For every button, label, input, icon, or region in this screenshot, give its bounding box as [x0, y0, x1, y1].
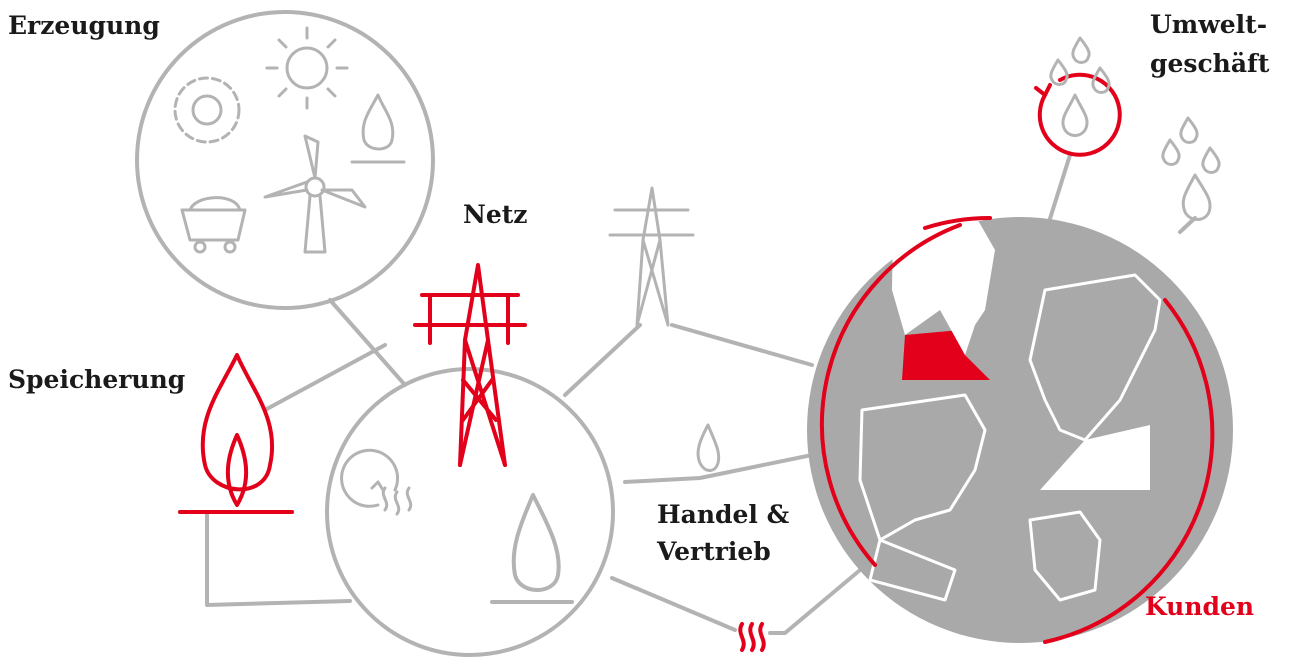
- erzeugung-node: [137, 12, 433, 308]
- node-label: Kunden: [1145, 592, 1254, 621]
- node-label: Speicherung: [8, 365, 185, 394]
- node-label: Handel &: [657, 500, 790, 529]
- netz-tower: [415, 265, 525, 465]
- trade-flame: [698, 425, 719, 471]
- node-label: geschäft: [1150, 49, 1270, 78]
- speicherung-flame: [180, 355, 292, 512]
- node-label: Netz: [463, 200, 528, 229]
- node-label: Umwelt-: [1150, 10, 1267, 39]
- kunden-node: [807, 215, 1233, 643]
- grid-tower: [610, 188, 693, 325]
- heat-squiggle: [740, 624, 763, 650]
- node-label: Vertrieb: [656, 537, 771, 566]
- diagram: Erzeugung Netz Speicherung Handel & Vert…: [0, 0, 1291, 661]
- node-label: Erzeugung: [8, 11, 160, 40]
